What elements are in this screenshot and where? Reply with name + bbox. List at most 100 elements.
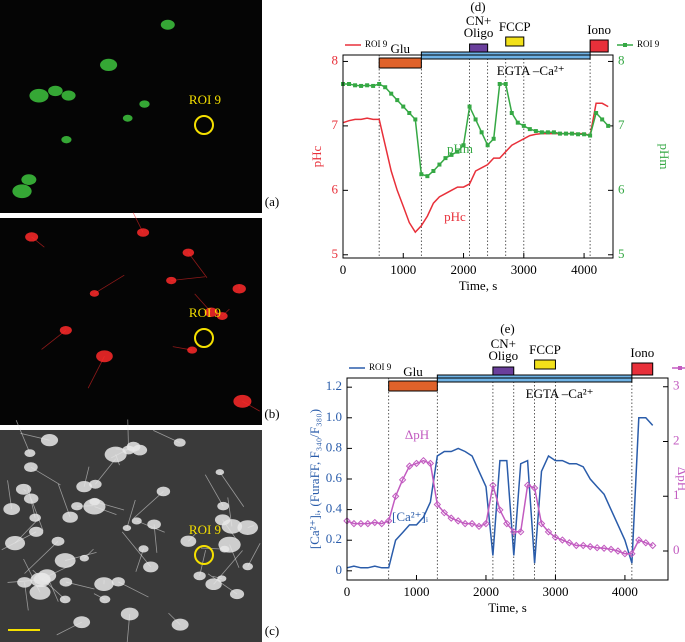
- x-tick-label: 0: [344, 584, 351, 599]
- panel-label: (b): [264, 406, 279, 421]
- cell: [219, 545, 230, 553]
- cell: [59, 595, 71, 604]
- neurite: [30, 498, 44, 532]
- marker: [431, 169, 436, 173]
- cell: [24, 449, 36, 458]
- marker: [357, 519, 365, 528]
- marker: [600, 544, 608, 552]
- neurite: [95, 458, 117, 485]
- cell: [3, 503, 20, 516]
- y2-tick-label: 7: [618, 117, 625, 132]
- cell: [171, 618, 189, 631]
- marker: [353, 83, 358, 88]
- plot-frame: [346, 377, 669, 581]
- cell: [242, 562, 253, 571]
- marker: [378, 519, 386, 528]
- cell: [59, 325, 72, 335]
- x-tick-label: 1000: [390, 262, 416, 277]
- marker: [515, 120, 520, 125]
- marker: [572, 541, 580, 550]
- cell: [143, 561, 159, 573]
- marker: [364, 519, 372, 528]
- y-tick-label: 0.6: [326, 470, 343, 485]
- cell: [83, 498, 106, 515]
- legend-label: ROI 9: [369, 362, 392, 372]
- marker: [563, 131, 568, 136]
- cell: [73, 616, 91, 629]
- neurite: [57, 483, 71, 518]
- y2-axis-label: ΔpH: [675, 467, 685, 491]
- marker: [405, 462, 414, 470]
- y-tick-label: 0: [336, 562, 343, 577]
- cell: [79, 554, 89, 562]
- cell: [76, 480, 92, 493]
- marker: [371, 518, 379, 527]
- cell: [71, 502, 83, 511]
- roi-circle: [194, 328, 214, 348]
- neurite: [136, 520, 165, 533]
- neurite: [24, 541, 59, 574]
- treatment-bar: [388, 380, 438, 392]
- marker: [419, 456, 428, 465]
- treatment-label: EGTA –Ca²⁺: [497, 63, 565, 78]
- x-tick-label: 2000: [473, 584, 499, 599]
- treatment-label: Glu: [403, 364, 423, 379]
- roi-label: ROI 9: [189, 305, 221, 320]
- cell: [187, 346, 198, 354]
- annotation: ΔpH: [405, 427, 429, 442]
- cell: [217, 501, 230, 511]
- marker: [642, 539, 650, 547]
- cell: [233, 394, 252, 408]
- neurite: [135, 548, 144, 572]
- y-axis-label: [Ca²⁺]ᵢ, (FuraFF, F₃₄₀/F₃₈₀): [307, 409, 322, 549]
- cell: [215, 469, 225, 476]
- marker: [461, 143, 466, 148]
- marker: [467, 104, 472, 109]
- cell: [48, 85, 63, 97]
- marker: [551, 533, 560, 542]
- treatment-label: Oligo: [464, 25, 494, 40]
- marker: [576, 132, 581, 137]
- marker: [600, 117, 605, 122]
- cell: [182, 248, 195, 257]
- cell: [21, 174, 37, 185]
- y2-tick-label: 1: [673, 487, 680, 502]
- neurite: [15, 420, 31, 454]
- marker: [539, 130, 544, 135]
- marker: [473, 117, 478, 122]
- cell: [131, 517, 142, 525]
- micrograph: [0, 218, 262, 425]
- marker: [371, 83, 376, 88]
- cell: [122, 114, 133, 122]
- cell: [29, 513, 41, 522]
- cell: [111, 577, 125, 587]
- marker: [649, 541, 657, 550]
- marker: [425, 174, 430, 179]
- treatment-bar: [589, 39, 609, 53]
- y-tick-label: 6: [332, 181, 339, 196]
- marker: [384, 517, 393, 525]
- cell: [120, 607, 139, 621]
- y-tick-label: 0.8: [326, 439, 342, 454]
- marker: [413, 117, 418, 122]
- treatment-label: Iono: [587, 22, 611, 37]
- cell: [229, 589, 245, 600]
- cell: [15, 483, 32, 495]
- treatment-label: Glu: [391, 41, 411, 56]
- panel-label: (c): [265, 623, 279, 638]
- neurite: [171, 276, 206, 281]
- marker: [433, 500, 442, 509]
- marker: [398, 476, 407, 484]
- marker: [454, 517, 462, 525]
- marker: [395, 98, 400, 103]
- y2-tick-label: 5: [618, 246, 625, 261]
- marker: [521, 123, 526, 128]
- cell: [156, 486, 171, 497]
- micrograph: [0, 430, 262, 642]
- treatment-label: Iono: [630, 345, 654, 360]
- y2-tick-label: 2: [673, 432, 680, 447]
- marker: [482, 519, 490, 528]
- marker: [530, 484, 539, 492]
- cell: [137, 228, 150, 237]
